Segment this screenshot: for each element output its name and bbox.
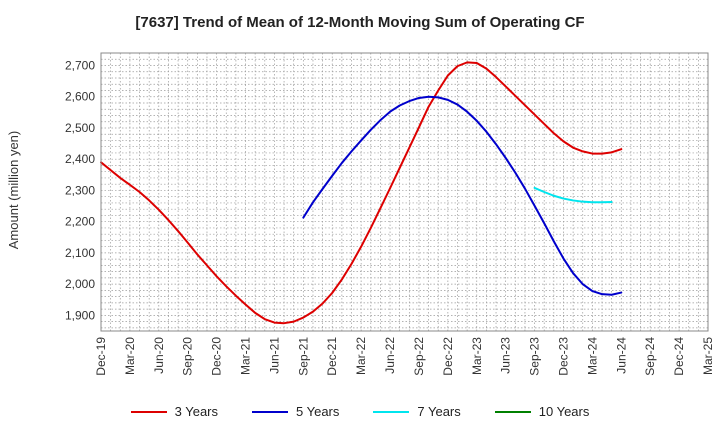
x-tick-label: Mar-20	[123, 337, 137, 375]
legend-swatch	[130, 410, 167, 413]
y-axis-title: Amount (million yen)	[6, 131, 21, 250]
legend-label: 10 Years	[538, 404, 590, 419]
x-tick-label: Sep-23	[528, 337, 542, 376]
legend-swatch	[252, 410, 288, 413]
series-line-7-years	[533, 186, 613, 204]
x-tick-label: Dec-20	[210, 337, 224, 376]
x-tick-label: Dec-22	[441, 337, 455, 376]
legend-item: 5 Years	[252, 404, 339, 419]
x-tick-label: Mar-25	[701, 337, 715, 375]
legend-item: 3 Years	[130, 404, 218, 419]
x-tick-label: Jun-24	[614, 337, 628, 374]
x-tick-label: Sep-24	[643, 337, 657, 376]
y-tick-label: 2,600	[65, 90, 95, 104]
legend: 3 Years 5 Years 7 Years 10 Years	[0, 404, 720, 419]
legend-item: 7 Years	[373, 404, 461, 419]
x-tick-label: Jun-23	[499, 337, 513, 374]
y-tick-label: 2,700	[65, 58, 95, 72]
chart-title: [7637] Trend of Mean of 12-Month Moving …	[135, 14, 585, 31]
y-tick-label: 2,000	[65, 277, 95, 291]
legend-swatch	[494, 410, 531, 413]
legend-label: 5 Years	[296, 404, 340, 419]
y-tick-label: 1,900	[65, 308, 95, 322]
legend-item: 10 Years	[494, 404, 590, 419]
legend-label: 3 Years	[174, 404, 218, 419]
x-tick-label: Jun-22	[383, 337, 397, 374]
plot-frame	[100, 52, 709, 332]
x-tick-label: Sep-20	[181, 337, 195, 376]
x-tick-label: Mar-23	[470, 337, 484, 375]
x-tick-label: Mar-22	[354, 337, 368, 375]
y-tick-label: 2,500	[65, 121, 95, 135]
x-tick-label: Sep-21	[296, 337, 310, 376]
x-tick-label: Jun-20	[152, 337, 166, 374]
x-tick-label: Dec-21	[325, 337, 339, 376]
y-tick-label: 2,300	[65, 183, 95, 197]
y-tick-label: 2,200	[65, 215, 95, 229]
y-tick-label: 2,400	[65, 152, 95, 166]
y-tick-labels: 1,900 2,000 2,100 2,200 2,300 2,400 2,500 2,600…	[65, 58, 95, 322]
series-line-5-years	[302, 95, 623, 296]
legend-label: 7 Years	[417, 404, 461, 419]
x-tick-label: Dec-19	[94, 337, 108, 376]
legend-swatch	[373, 410, 410, 413]
grid-lines	[100, 52, 709, 331]
x-tick-label: Jun-21	[267, 337, 281, 374]
y-tick-label: 2,100	[65, 246, 95, 260]
series-line-3-years	[100, 61, 623, 325]
x-tick-label: Dec-24	[672, 337, 686, 376]
x-tick-label: Mar-24	[585, 337, 599, 375]
x-tick-labels: Dec-19 Mar-20 Jun-20 Sep-20 Dec-20 Mar-21 Jun-…	[94, 337, 715, 376]
x-tick-label: Sep-22	[412, 337, 426, 376]
series-lines	[100, 61, 623, 325]
x-tick-label: Dec-23	[556, 337, 570, 376]
x-tick-label: Mar-21	[239, 337, 253, 375]
